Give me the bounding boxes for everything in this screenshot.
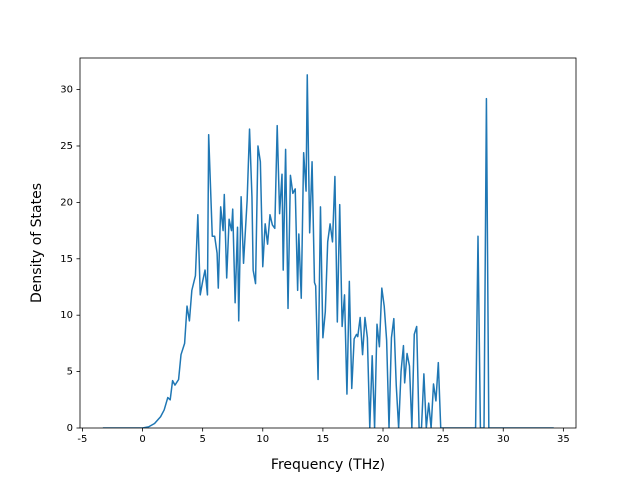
plot-frame xyxy=(79,57,577,429)
x-tick-label: 35 xyxy=(557,434,570,445)
y-tick-label: 10 xyxy=(60,310,73,321)
x-tick-label: 25 xyxy=(437,434,450,445)
y-tick-label: 15 xyxy=(60,254,73,265)
x-axis-label: Frequency (THz) xyxy=(271,457,385,473)
x-tick-label: -5 xyxy=(77,434,87,445)
x-tick-label: 20 xyxy=(377,434,390,445)
y-tick-label: 0 xyxy=(67,423,73,434)
x-tick-label: 5 xyxy=(199,434,205,445)
y-tick-label: 30 xyxy=(60,85,73,96)
x-tick-label: 30 xyxy=(497,434,510,445)
y-axis-label: Density of States xyxy=(29,183,45,303)
y-tick-label: 5 xyxy=(67,367,73,378)
y-tick-label: 20 xyxy=(60,197,73,208)
x-tick-label: 15 xyxy=(317,434,330,445)
data-line xyxy=(102,74,554,428)
y-tick-label: 25 xyxy=(60,141,73,152)
x-tick-label: 0 xyxy=(139,434,145,445)
x-tick-label: 10 xyxy=(256,434,269,445)
